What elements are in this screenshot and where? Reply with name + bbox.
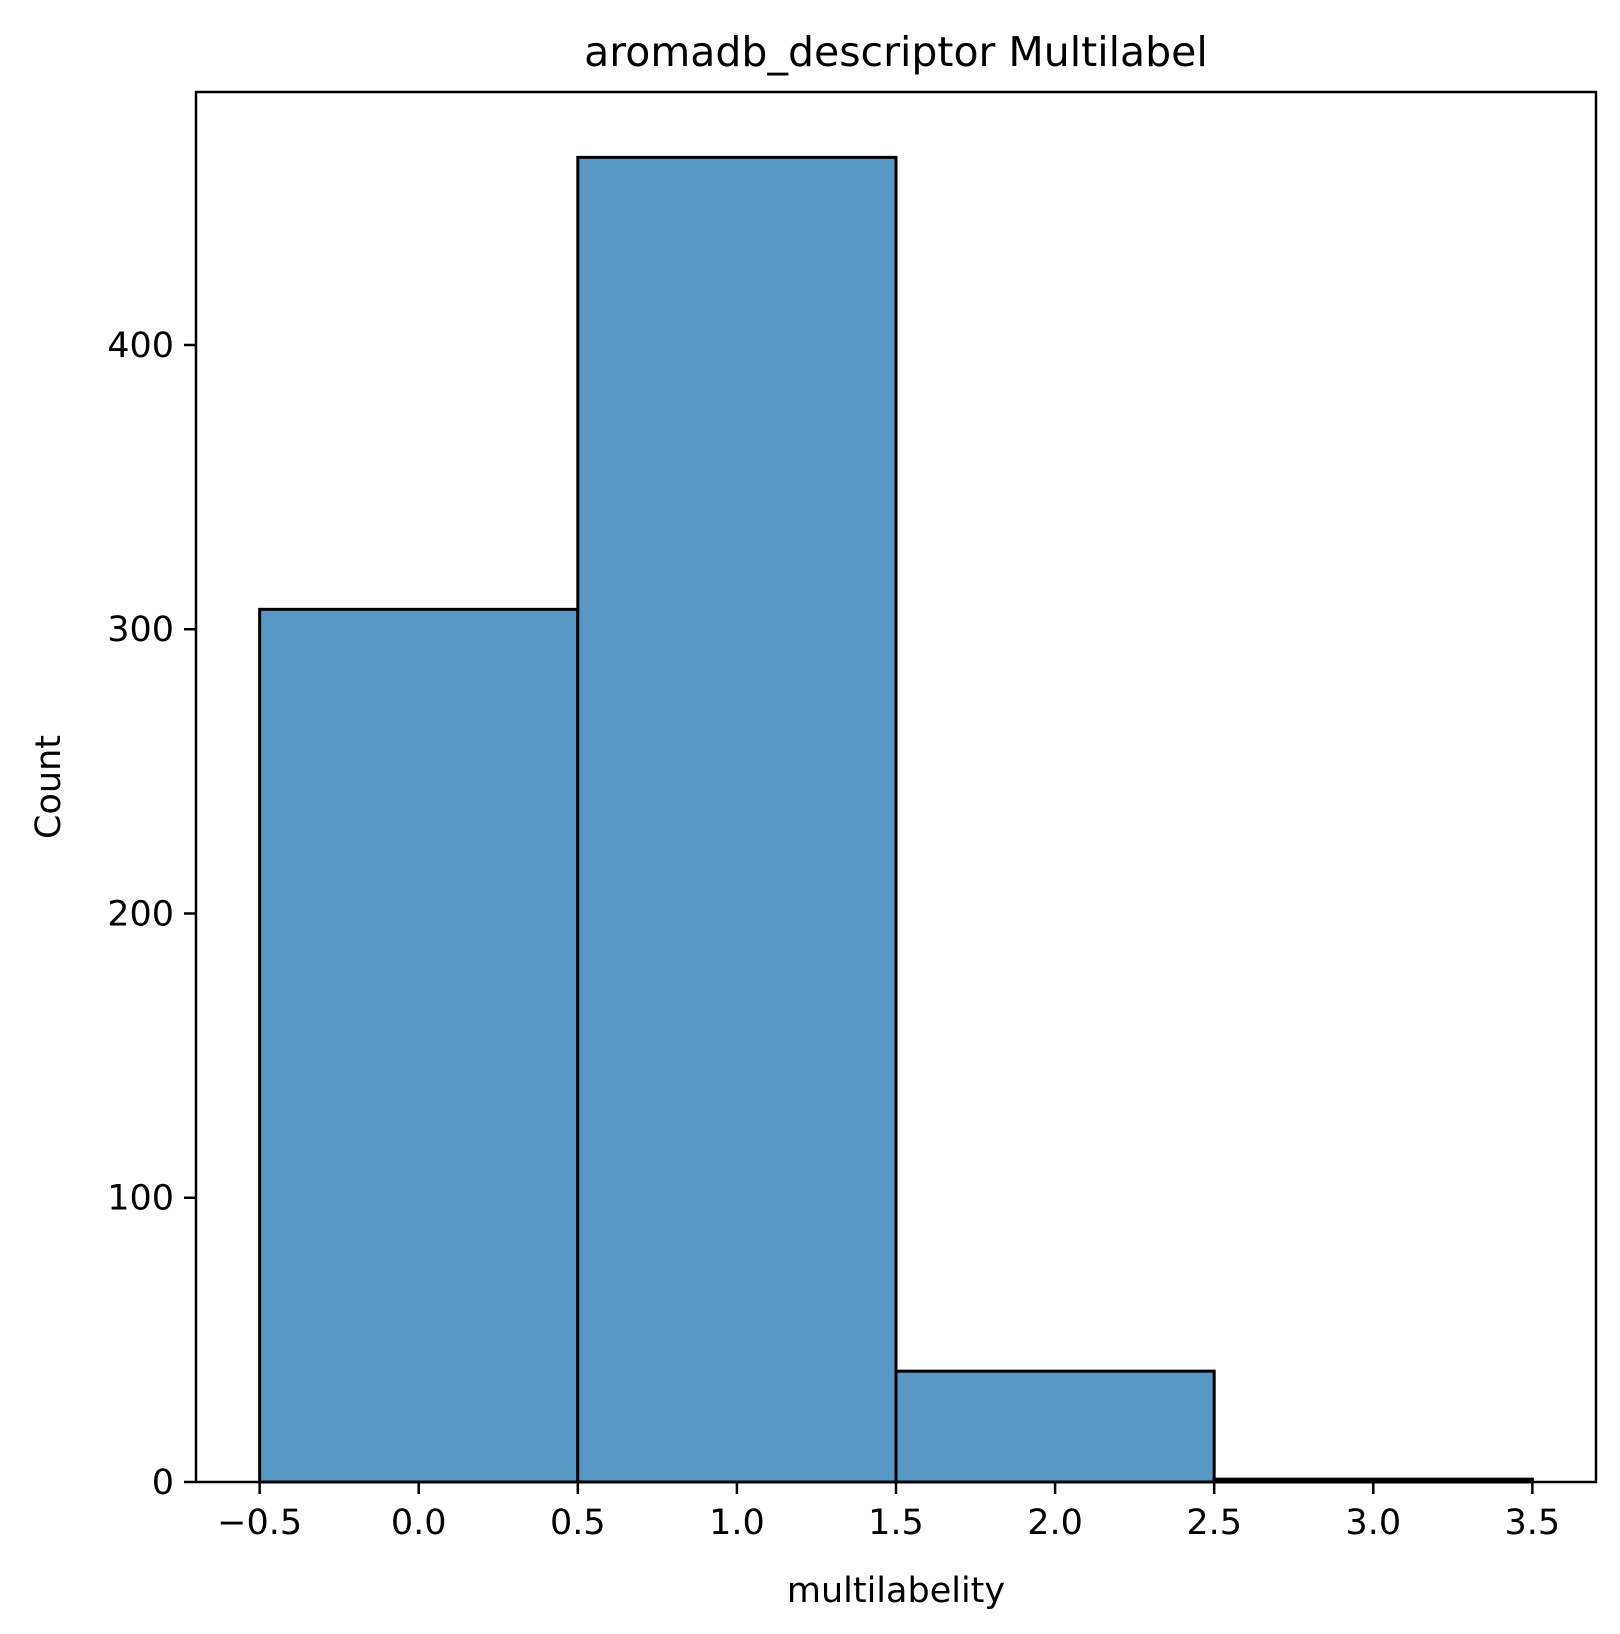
bars-group: [258, 155, 1534, 1484]
x-tick-label: −0.5: [217, 1503, 302, 1543]
chart-title: aromadb_descriptor Multilabel: [584, 28, 1208, 76]
x-tick-label: 0.0: [391, 1503, 447, 1543]
x-tick-label: 3.5: [1505, 1503, 1561, 1543]
histogram-bar-0: [258, 607, 580, 1484]
x-tick-label: 1.5: [868, 1503, 924, 1543]
x-axis-ticks: −0.5 0.0 0.5 1.0 1.5 2.0 2.5 3.0 3.5: [217, 1482, 1560, 1543]
x-tick-label: 1.0: [709, 1503, 765, 1543]
y-axis-ticks: 0 100 200 300 400: [107, 326, 196, 1503]
x-axis-label: multilabelity: [787, 1571, 1005, 1611]
x-tick-label: 3.0: [1345, 1503, 1401, 1543]
y-tick-label: 300: [107, 610, 174, 650]
x-tick-label: 0.5: [550, 1503, 606, 1543]
y-axis-label: Count: [29, 735, 69, 839]
histogram-bar-1: [576, 155, 898, 1484]
histogram-bar-2: [894, 1369, 1216, 1484]
x-tick-label: 2.5: [1186, 1503, 1242, 1543]
y-tick-label: 200: [107, 894, 174, 934]
y-tick-label: 100: [107, 1179, 174, 1219]
y-tick-label: 0: [152, 1463, 174, 1503]
y-tick-label: 400: [107, 326, 174, 366]
x-tick-label: 2.0: [1027, 1503, 1083, 1543]
